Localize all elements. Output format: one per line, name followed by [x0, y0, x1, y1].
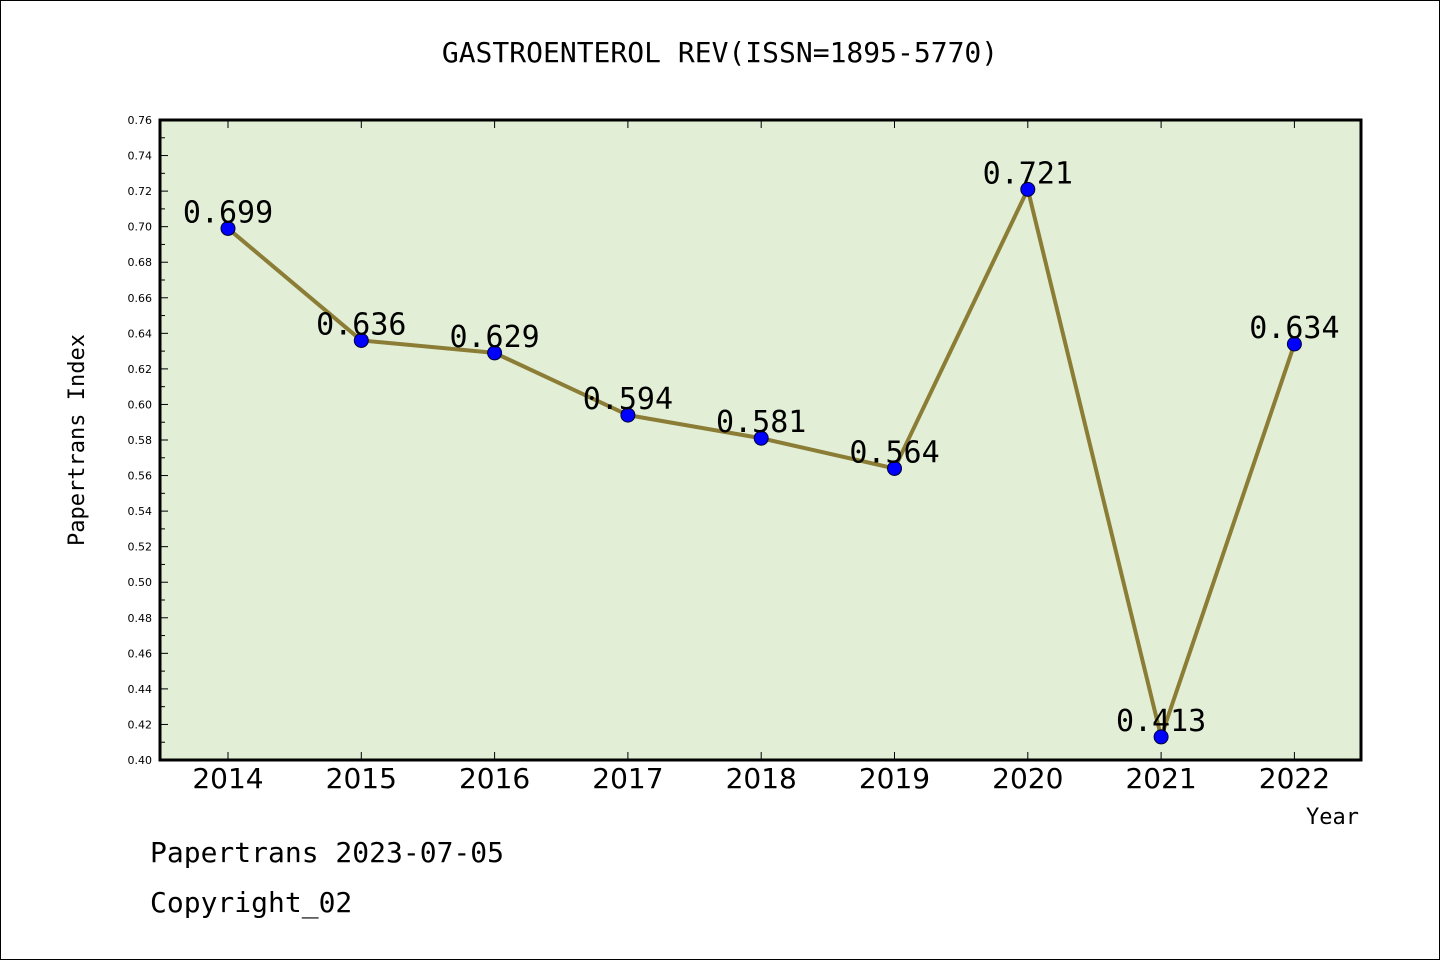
y-tick-label: 0.48 [128, 612, 153, 625]
y-tick-label: 0.52 [128, 541, 153, 554]
data-label: 0.581 [716, 405, 806, 440]
data-point [620, 407, 636, 423]
y-tick-label: 0.74 [128, 150, 153, 163]
y-tick-label: 0.60 [128, 398, 153, 411]
x-tick-label: 2018 [726, 762, 797, 795]
y-tick-label: 0.62 [128, 363, 153, 376]
y-tick-label: 0.42 [128, 718, 153, 731]
plot-border [158, 118, 1363, 762]
data-label: 0.413 [1116, 704, 1206, 739]
y-tick-label: 0.40 [128, 754, 153, 767]
y-axis-label: Papertrans Index [65, 334, 90, 546]
data-label: 0.564 [849, 435, 939, 470]
y-tick-label: 0.72 [128, 185, 153, 198]
x-tick-label: 2021 [1125, 762, 1196, 795]
data-point [1286, 336, 1302, 352]
x-tick-label: 2020 [992, 762, 1063, 795]
footer-copyright: Copyright_02 [150, 886, 353, 919]
y-tick-label: 0.44 [128, 683, 153, 696]
chart-title: GASTROENTEROL REV(ISSN=1895-5770) [441, 36, 999, 69]
x-axis-label: Year [1306, 805, 1359, 830]
y-tick-label: 0.56 [128, 470, 153, 483]
x-tick-label: 2019 [859, 762, 930, 795]
footer-date: Papertrans 2023-07-05 [150, 836, 505, 869]
data-label: 0.594 [583, 382, 673, 417]
y-tick-label: 0.76 [128, 114, 153, 127]
data-label: 0.636 [316, 307, 406, 342]
y-tick-label: 0.58 [128, 434, 153, 447]
data-point [353, 332, 369, 348]
y-tick-label: 0.46 [128, 647, 153, 660]
data-label: 0.634 [1249, 311, 1339, 346]
data-label: 0.699 [183, 195, 273, 230]
x-tick-label: 2014 [192, 762, 263, 795]
y-tick-label: 0.64 [128, 327, 153, 340]
data-point [1020, 181, 1036, 197]
x-tick-label: 2022 [1259, 762, 1330, 795]
y-tick-label: 0.66 [128, 292, 153, 305]
y-tick-label: 0.68 [128, 256, 153, 269]
data-point [753, 430, 769, 446]
data-label: 0.721 [983, 156, 1073, 191]
x-tick-label: 2016 [459, 762, 530, 795]
data-point [487, 345, 503, 361]
y-tick-label: 0.70 [128, 221, 153, 234]
x-tick-label: 2017 [592, 762, 663, 795]
y-tick-label: 0.54 [128, 505, 153, 518]
y-tick-label: 0.50 [128, 576, 153, 589]
data-point [1153, 729, 1169, 745]
data-label: 0.629 [449, 320, 539, 355]
x-tick-label: 2015 [326, 762, 397, 795]
data-point [220, 220, 236, 236]
data-point [887, 460, 902, 476]
